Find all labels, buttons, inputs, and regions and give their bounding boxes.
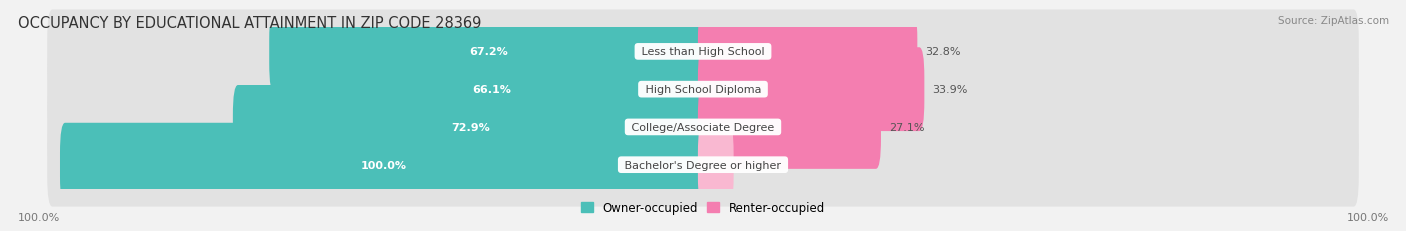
Text: Source: ZipAtlas.com: Source: ZipAtlas.com [1278,16,1389,26]
FancyBboxPatch shape [233,86,709,169]
FancyBboxPatch shape [276,48,709,131]
FancyBboxPatch shape [697,48,924,131]
Text: 66.1%: 66.1% [472,85,512,95]
FancyBboxPatch shape [48,123,1358,207]
Text: 72.9%: 72.9% [451,122,489,132]
FancyBboxPatch shape [48,48,1358,131]
FancyBboxPatch shape [269,10,709,94]
Text: Less than High School: Less than High School [638,47,768,57]
FancyBboxPatch shape [48,10,1358,94]
Legend: Owner-occupied, Renter-occupied: Owner-occupied, Renter-occupied [576,197,830,219]
Text: High School Diploma: High School Diploma [641,85,765,95]
Text: College/Associate Degree: College/Associate Degree [628,122,778,132]
Text: 27.1%: 27.1% [889,122,924,132]
Text: 67.2%: 67.2% [470,47,508,57]
Text: 32.8%: 32.8% [925,47,960,57]
Text: 100.0%: 100.0% [1347,212,1389,222]
FancyBboxPatch shape [697,10,917,94]
Text: 0.0%: 0.0% [741,160,769,170]
Text: OCCUPANCY BY EDUCATIONAL ATTAINMENT IN ZIP CODE 28369: OCCUPANCY BY EDUCATIONAL ATTAINMENT IN Z… [18,16,482,31]
FancyBboxPatch shape [60,123,709,207]
FancyBboxPatch shape [48,86,1358,169]
FancyBboxPatch shape [697,86,882,169]
Text: 100.0%: 100.0% [361,160,408,170]
Text: 100.0%: 100.0% [18,212,60,222]
FancyBboxPatch shape [697,123,734,207]
Text: 33.9%: 33.9% [932,85,967,95]
Text: Bachelor's Degree or higher: Bachelor's Degree or higher [621,160,785,170]
